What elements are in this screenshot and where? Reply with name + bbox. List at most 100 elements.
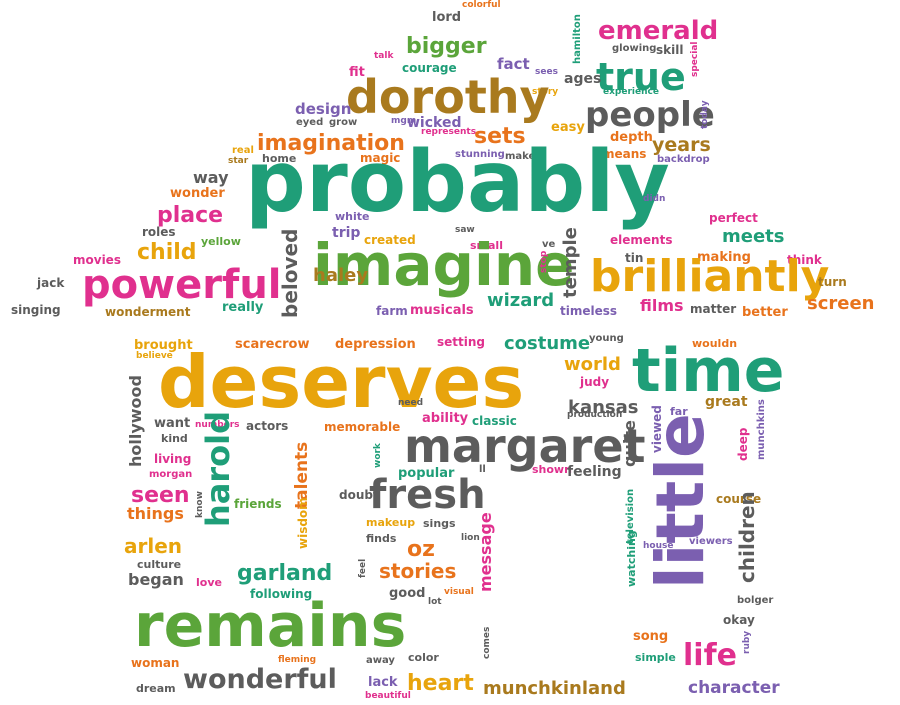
word-dorothy: dorothy [346, 70, 550, 124]
word-work: work [373, 443, 383, 468]
word-shown: shown [532, 463, 572, 476]
word-jack: jack [37, 276, 65, 290]
word-costume: costume [504, 333, 591, 354]
word-beloved: beloved [278, 228, 302, 318]
word-wonderment: wonderment [105, 305, 191, 319]
word-real: real [232, 145, 254, 156]
word-perfect: perfect [709, 211, 758, 225]
word-didn: didn [643, 194, 666, 204]
word-depth: depth [610, 130, 653, 145]
word-magic: magic [360, 151, 401, 165]
word-powerful: powerful [82, 262, 282, 308]
word-classic: classic [472, 414, 517, 428]
word-margaret: margaret [404, 419, 646, 473]
word-time: time [632, 336, 785, 406]
word-remains: remains [134, 591, 407, 661]
word-need: need [398, 398, 424, 408]
word-singing: singing [11, 303, 61, 317]
word-think: think [787, 253, 822, 267]
word-home: home [262, 152, 297, 165]
word-eyed: eyed [296, 117, 324, 128]
word-lot: lot [428, 597, 442, 607]
word-imagination: imagination [257, 131, 405, 156]
word-deep: deep [736, 427, 750, 461]
word-judy: judy [580, 375, 610, 389]
word-beautiful: beautiful [365, 691, 411, 701]
word-oz: oz [407, 537, 435, 562]
word-song: song [633, 629, 669, 644]
word-roles: roles [142, 225, 176, 239]
word-dream: dream [136, 682, 176, 695]
word-doubt: doubt [339, 488, 379, 502]
word-production: production [567, 410, 623, 420]
word-kansas: kansas [568, 397, 639, 418]
word-ruby: ruby [742, 630, 752, 654]
word-haley: haley [313, 265, 369, 286]
word-grow: grow [329, 117, 358, 128]
word-people: people [585, 95, 715, 135]
word-lord: lord [432, 10, 462, 25]
word-course: course [716, 492, 762, 506]
word-meets: meets [722, 226, 785, 247]
word-message: message [476, 512, 495, 592]
word-experience: experience [603, 87, 659, 97]
word-true: true [596, 55, 686, 99]
word-ability: ability [422, 411, 469, 426]
word-little: little [642, 413, 719, 589]
word-stunning: stunning [455, 149, 505, 160]
word-musicals: musicals [410, 303, 474, 318]
word-brilliantly: brilliantly [590, 251, 830, 302]
word-hamilton: hamilton [572, 14, 583, 64]
word-arlen: arlen [124, 534, 183, 558]
word-wizard: wizard [487, 290, 555, 311]
word-design: design [295, 100, 352, 118]
word-morgan: morgan [149, 469, 193, 480]
word-imagine: imagine [313, 231, 575, 299]
word-culture: culture [137, 558, 182, 571]
word-matter: matter [690, 302, 737, 316]
word-elements: elements [610, 233, 673, 247]
word-represents: represents [421, 127, 477, 137]
word-makeup: makeup [366, 516, 416, 529]
word-feeling: feeling [567, 464, 622, 480]
word-hollywood: hollywood [126, 375, 145, 467]
word-small: small [470, 239, 503, 252]
word-watching: watching [625, 530, 638, 587]
word-star: star [228, 156, 249, 166]
word-actors: actors [246, 419, 289, 433]
word-talk: talk [374, 51, 394, 61]
word-bolger: bolger [737, 595, 774, 606]
word-really: really [222, 300, 264, 315]
word-child: child [137, 240, 197, 265]
word-sees: sees [535, 67, 558, 77]
word-farm: farm [376, 304, 408, 318]
word-harold: harold [199, 410, 237, 527]
word-backdrop: backdrop [657, 154, 710, 165]
word-skill: skill [656, 43, 684, 57]
word-years: years [652, 134, 711, 156]
word-courage: courage [402, 61, 457, 75]
word-story: story [532, 87, 559, 97]
word-mgm: mgm [391, 116, 417, 126]
word-setting: setting [437, 335, 485, 349]
word-world: world [564, 354, 621, 375]
word-stop: stop [539, 250, 549, 273]
word-wonderful: wonderful [183, 664, 337, 695]
word-children: children [735, 491, 759, 583]
word-woman: woman [131, 656, 180, 670]
word-memorable: memorable [324, 420, 401, 434]
word-okay: okay [723, 613, 755, 627]
word-munchkinland: munchkinland [483, 678, 626, 699]
word-away: away [366, 655, 395, 666]
word-quite: quite [620, 420, 639, 467]
word-brought: brought [134, 338, 193, 353]
word-today: today [700, 100, 710, 129]
word-wouldn: wouldn [692, 337, 738, 350]
word-depression: depression [335, 337, 416, 352]
word-friends: friends [234, 497, 282, 511]
word-screen: screen [807, 293, 875, 314]
word-ll: ll [479, 464, 486, 475]
word-lion: lion [461, 533, 480, 543]
word-love: love [196, 576, 222, 589]
